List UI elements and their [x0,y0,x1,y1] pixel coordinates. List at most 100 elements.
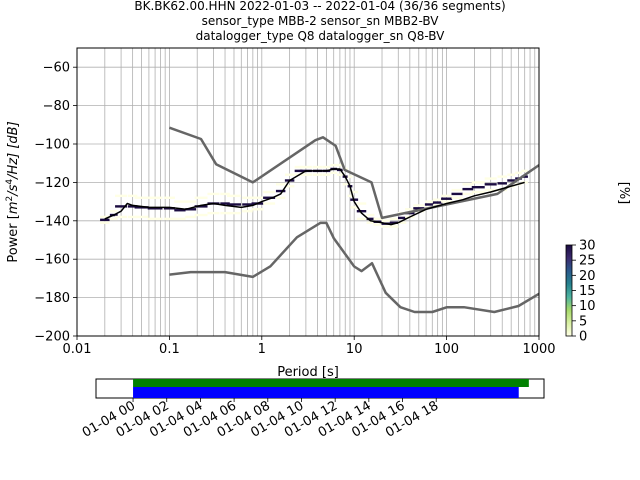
density-cell [366,217,375,221]
colorbar-tick-label: 10 [579,299,596,314]
colorbar-tick-label: 25 [579,254,596,269]
density-cell [242,210,253,213]
density-cell [275,189,286,193]
density-cell [521,169,528,173]
density-cell [356,202,367,205]
colorbar-tick-label: 5 [579,314,587,329]
x-tick-label: 1000 [522,342,555,357]
colorbar-tick-label: 0 [579,330,587,345]
psd-density-layer [100,163,528,228]
y-tick-label: −100 [34,138,70,153]
density-cell [413,204,425,207]
density-cell [356,217,367,221]
density-cell [330,171,338,174]
density-cell [507,173,516,176]
timeline-bar-green [133,379,529,387]
plot-frame [76,47,540,337]
density-cell [115,215,128,219]
density-cell [398,216,407,220]
density-cell [381,225,391,228]
density-cell [174,217,186,221]
density-cell [521,175,528,178]
density-cell [389,225,399,228]
title-line-2: sensor_type MBB-2 sensor_sn MBB2-BV [201,14,439,28]
density-cell [263,196,276,199]
density-cell [347,194,353,198]
model-curves [104,126,539,314]
timeline-bar-blue [133,387,519,398]
density-cell [356,210,367,213]
density-cell [366,213,375,217]
density-cell [389,217,399,221]
density-cell [275,183,286,186]
density-cell [251,208,264,211]
grid-lines [76,48,539,337]
density-cell [432,198,443,201]
density-cell [115,205,128,208]
y-tick-label: −200 [34,330,70,345]
y-tick-label: −140 [34,214,70,229]
density-cell [194,205,208,208]
title-line-1: BK.BK62.00.HHN 2022-01-03 -- 2022-01-04 … [134,0,506,13]
density-cell [163,196,175,199]
x-tick-label: 1 [258,342,266,357]
density-cell [451,188,463,192]
density-cell [294,165,303,169]
colorbar-tick-label: 20 [579,269,596,284]
density-cell [226,203,241,206]
density-cell [127,194,138,198]
density-cell [100,221,110,224]
density-cell [127,215,138,219]
density-cell [226,211,241,215]
series-mode [104,168,525,226]
x-tick-label: 10 [346,342,363,357]
density-cell [220,211,230,215]
psd-plot: 0.01 0.1 1 10 100 1000 −200 −180 −160 −140 −120 −1… [5,47,556,380]
density-cell [242,203,253,206]
density-cell [220,202,230,205]
density-cell [294,169,303,173]
density-cell [507,179,516,182]
y-axis-label: Power [m2/s4/Hz] [dB] [5,121,21,262]
density-cell [194,213,208,217]
density-cell [147,217,163,221]
density-cell [263,202,276,205]
density-cell [366,221,375,224]
density-cell [299,173,312,176]
density-cell [100,215,110,219]
density-cell [484,188,497,192]
density-cell [185,215,197,219]
y-tick-label: −120 [34,176,70,191]
x-axis-ticks: 0.01 0.1 1 10 100 1000 [63,336,556,357]
colorbar-label: [%] [616,182,631,205]
density-cell [263,190,276,194]
series-nlnm [169,221,539,314]
title-line-3: datalogger_type Q8 datalogger_sn Q8-BV [195,29,445,43]
density-cell [350,190,359,194]
density-cell [441,194,453,198]
density-cell [174,209,186,212]
density-cell [284,185,295,188]
density-cell [134,206,149,209]
density-cell [432,201,443,204]
density-cell [462,187,474,191]
density-cell [424,200,434,203]
x-axis-label: Period [s] [277,365,339,380]
density-cell [207,192,220,196]
density-cell [405,208,415,211]
density-cell [194,196,208,199]
density-cell [451,196,463,199]
density-cell [373,217,383,221]
y-tick-label: −160 [34,253,70,268]
y-tick-label: −80 [43,99,70,114]
density-cell [373,223,383,226]
density-cell [174,200,186,203]
density-cell [226,194,241,198]
density-cell [515,171,522,174]
density-cell [330,163,338,167]
density-cell [413,207,425,210]
density-cell [322,165,331,169]
